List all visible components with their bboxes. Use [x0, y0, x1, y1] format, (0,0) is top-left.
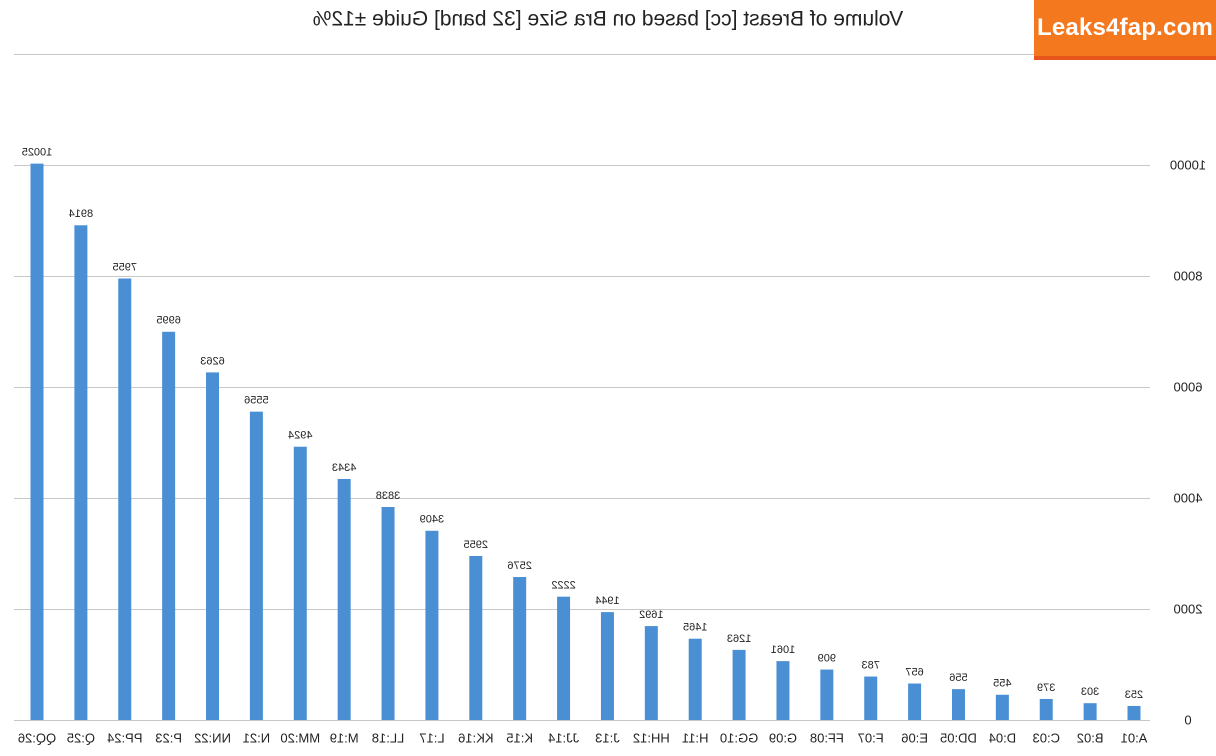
bar [644, 626, 658, 720]
category-label: GG:10 [720, 730, 758, 745]
bars [30, 163, 1141, 721]
watermark-text: Leaks4fap.com [1036, 14, 1213, 41]
category-label: Q:25 [67, 730, 95, 745]
bar [1083, 703, 1097, 720]
watermark-logo: Leaks4fap.com [1034, 0, 1216, 60]
category-label: JJ:14 [548, 730, 579, 745]
bar [206, 372, 220, 720]
bar [600, 612, 614, 720]
category-label: QQ:26 [18, 730, 56, 745]
y-tick-label: 0 [1184, 712, 1191, 727]
y-tick-label: 8000 [1174, 268, 1203, 283]
bar [951, 689, 965, 720]
data-label: 4343 [332, 462, 356, 474]
category-label: J:13 [595, 730, 620, 745]
y-tick-label: 4000 [1174, 490, 1203, 505]
y-tick-label: 2000 [1174, 601, 1203, 616]
category-label: F:07 [858, 730, 884, 745]
bar [30, 163, 44, 721]
bar [776, 661, 790, 720]
category-label: P:23 [155, 730, 182, 745]
category-label: G:09 [769, 730, 797, 745]
data-label: 909 [818, 652, 836, 664]
bar [864, 676, 878, 720]
data-label: 303 [1081, 686, 1099, 698]
bar [381, 506, 395, 720]
category-label: NN:22 [194, 730, 231, 745]
bar [1127, 705, 1141, 720]
y-axis-ticks: 0 2000 4000 6000 8000 10000 [1170, 157, 1206, 727]
category-label: HH:12 [633, 730, 670, 745]
category-label: DD:05 [940, 730, 977, 745]
bar [118, 278, 132, 720]
bar [162, 331, 176, 720]
bar [732, 649, 746, 720]
y-tick-label: 6000 [1174, 379, 1203, 394]
data-label: 4924 [288, 430, 312, 442]
category-label: MM:20 [280, 730, 320, 745]
bar [513, 577, 527, 720]
bar [74, 225, 88, 720]
data-label: 1263 [727, 633, 751, 645]
data-label: 2576 [507, 560, 531, 572]
category-label: M:19 [330, 730, 359, 745]
grid-lines [14, 54, 1150, 721]
data-label: 556 [949, 672, 967, 684]
category-label: D:04 [989, 730, 1016, 745]
data-label: 8914 [69, 208, 93, 220]
data-label: 5556 [244, 395, 268, 407]
bar [995, 694, 1009, 720]
data-label: 1944 [595, 595, 619, 607]
data-label: 6995 [156, 315, 180, 327]
bar [293, 446, 307, 720]
chart-title-group: Volume of Breast [cc] based on Bra Size … [313, 8, 904, 31]
data-label: 783 [862, 659, 880, 671]
bar [820, 669, 834, 720]
data-label: 10025 [22, 147, 53, 159]
data-label: 253 [1125, 689, 1143, 701]
category-label: L:17 [419, 730, 444, 745]
bar [425, 530, 439, 720]
bar [469, 555, 483, 720]
data-label: 657 [905, 666, 923, 678]
data-label: 3838 [376, 490, 400, 502]
category-labels: A:01 B:02 C:03 D:04 DD:05 E:06 F:07 FF:08 G:09 GG… [18, 730, 1148, 745]
category-label: K:15 [506, 730, 533, 745]
chart-title: Volume of Breast [cc] based on Bra Size … [313, 8, 904, 31]
bar [688, 638, 702, 720]
data-label: 1692 [639, 609, 663, 621]
data-label: 6263 [200, 355, 224, 367]
category-label: H:11 [682, 730, 709, 745]
data-label: 379 [1037, 682, 1055, 694]
data-label: 2955 [464, 539, 488, 551]
category-label: B:02 [1077, 730, 1104, 745]
bar [1039, 698, 1053, 720]
category-label: KK:16 [458, 730, 493, 745]
category-label: C:03 [1033, 730, 1060, 745]
category-label: A:01 [1121, 730, 1148, 745]
data-label: 7955 [113, 261, 137, 273]
bar [557, 596, 571, 720]
category-label: N:21 [243, 730, 270, 745]
data-labels: 253 303 379 455 556 657 783 909 1061 1263 1465 1692… [22, 147, 1143, 701]
data-label: 3409 [420, 514, 444, 526]
data-label: 1465 [683, 622, 707, 634]
category-label: E:06 [901, 730, 928, 745]
data-label: 1061 [771, 644, 795, 656]
bar [337, 478, 351, 720]
bar [249, 411, 263, 720]
data-label: 455 [993, 678, 1011, 690]
y-tick-label: 10000 [1170, 157, 1206, 172]
data-label: 2222 [551, 580, 575, 592]
category-label: LL:18 [372, 730, 405, 745]
bar [908, 683, 922, 720]
category-label: PP:24 [107, 730, 142, 745]
category-label: FF:08 [810, 730, 844, 745]
